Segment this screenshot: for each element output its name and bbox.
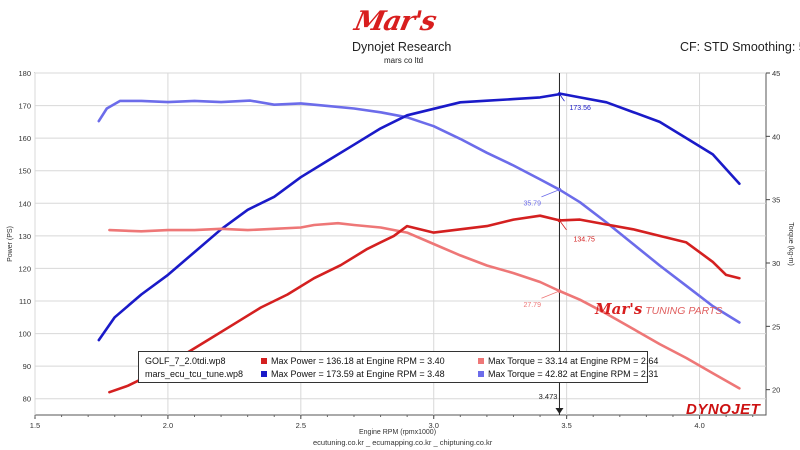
legend: GOLF_7_2.0tdi.wp8 Max Power = 136.18 at … [138, 351, 658, 383]
annotation-label: 27.79 [523, 302, 541, 309]
y-tick-label: 170 [18, 102, 31, 111]
brand-logo: Mar's [351, 6, 439, 37]
legend-power-tuned: Max Power = 173.59 at Engine RPM = 3.48 [261, 367, 445, 381]
series-line-stock_torque [108, 221, 741, 390]
page-title: Dynojet Research [352, 40, 452, 54]
y-axis-title: Power (PS) [7, 226, 14, 262]
y-tick-label: 120 [18, 264, 31, 273]
x-tick-label: 4.0 [694, 421, 704, 430]
y2-tick-label: 20 [772, 386, 780, 395]
x-axis-title: Engine RPM (rpmx1000) [359, 429, 437, 436]
series-line-tuned_power [97, 92, 741, 342]
legend-swatch-tuned-torque [478, 371, 484, 377]
correction-factor-text: CF: STD Smoothing: 5 [680, 40, 800, 54]
y2-tick-label: 25 [772, 322, 780, 331]
annotation-leader [541, 189, 560, 198]
watermark-text: TUNING PARTS [645, 305, 723, 317]
y-tick-label: 130 [18, 232, 31, 241]
y-tick-label: 100 [18, 330, 31, 339]
annotation-label: 134.75 [573, 236, 595, 243]
series-line-tuned_torque [97, 99, 741, 324]
footer-text: ecutuning.co.kr _ ecumapping.co.kr _ chi… [313, 438, 493, 447]
legend-torque-tuned: Max Torque = 42.82 at Engine RPM = 2.31 [478, 367, 658, 381]
legend-torque-stock: Max Torque = 33.14 at Engine RPM = 2.64 [478, 354, 658, 368]
cursor-arrow [555, 408, 564, 414]
annotation-leader [559, 93, 565, 102]
y2-axis-title: Torque (kg-m) [787, 222, 794, 266]
y-tick-label: 160 [18, 134, 31, 143]
legend-swatch-stock-torque [478, 358, 484, 364]
series-line-stock_power [108, 214, 741, 394]
y-tick-label: 150 [18, 167, 31, 176]
x-tick-label: 2.0 [163, 421, 173, 430]
legend-swatch-stock-power [261, 358, 267, 364]
x-tick-label: 3.5 [561, 421, 571, 430]
y-tick-label: 180 [18, 69, 31, 78]
legend-file-stock: GOLF_7_2.0tdi.wp8 [145, 356, 226, 366]
legend-swatch-tuned-power [261, 371, 267, 377]
watermark-logo: Mar's [595, 300, 643, 318]
legend-file-tuned: mars_ecu_tcu_tune.wp8 [145, 369, 244, 379]
dynojet-logo: DYNOJET [686, 401, 761, 418]
y-tick-label: 110 [19, 297, 31, 306]
y2-tick-label: 40 [772, 132, 780, 141]
page-subtitle: mars co ltd [384, 56, 424, 65]
y-tick-label: 90 [23, 362, 31, 371]
x-tick-label: 2.5 [296, 421, 306, 430]
y2-tick-label: 45 [772, 69, 780, 78]
annotation-label: 173.56 [569, 105, 591, 112]
cursor-label: 3.473 [539, 392, 558, 401]
x-tick-label: 3.0 [429, 421, 439, 430]
y-tick-label: 140 [18, 199, 31, 208]
annotation-label: 35.79 [523, 201, 541, 208]
annotation-leader [541, 290, 560, 299]
x-tick-label: 1.5 [30, 421, 40, 430]
y2-tick-label: 35 [772, 196, 780, 205]
legend-power-stock: Max Power = 136.18 at Engine RPM = 3.40 [261, 354, 445, 368]
watermark: Mar's TUNING PARTS [595, 300, 722, 318]
y2-tick-label: 30 [772, 259, 780, 268]
y-tick-label: 80 [23, 395, 31, 404]
annotation-leader [559, 220, 567, 231]
